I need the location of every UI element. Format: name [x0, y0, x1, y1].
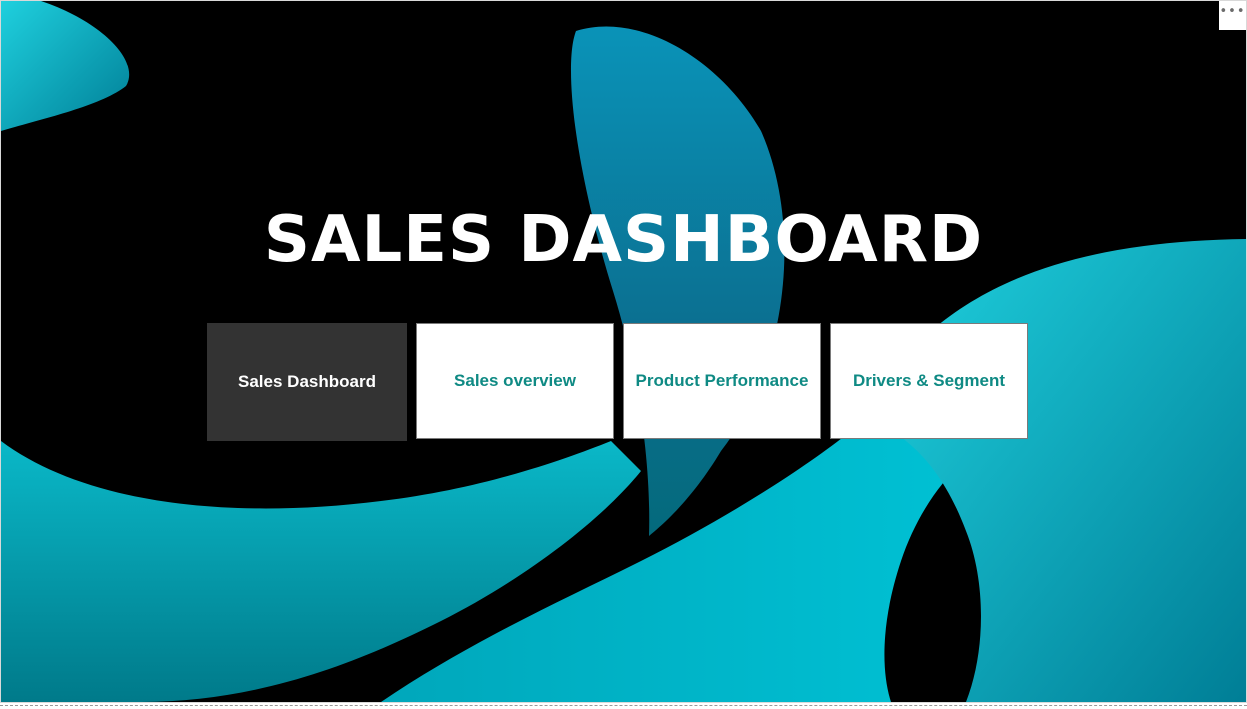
page-title: SALES DASHBOARD [263, 203, 984, 277]
nav-button-sales-overview[interactable]: Sales overview [416, 323, 614, 439]
nav-button-sales-dashboard[interactable]: Sales Dashboard [207, 323, 407, 441]
nav-button-product-performance[interactable]: Product Performance [623, 323, 821, 439]
navigation-button-row: Sales Dashboard Sales overview Product P… [207, 323, 1028, 441]
page-bottom-border [0, 705, 1247, 706]
more-options-icon[interactable]: ••• [1219, 1, 1246, 30]
nav-button-drivers-segment[interactable]: Drivers & Segment [830, 323, 1028, 439]
